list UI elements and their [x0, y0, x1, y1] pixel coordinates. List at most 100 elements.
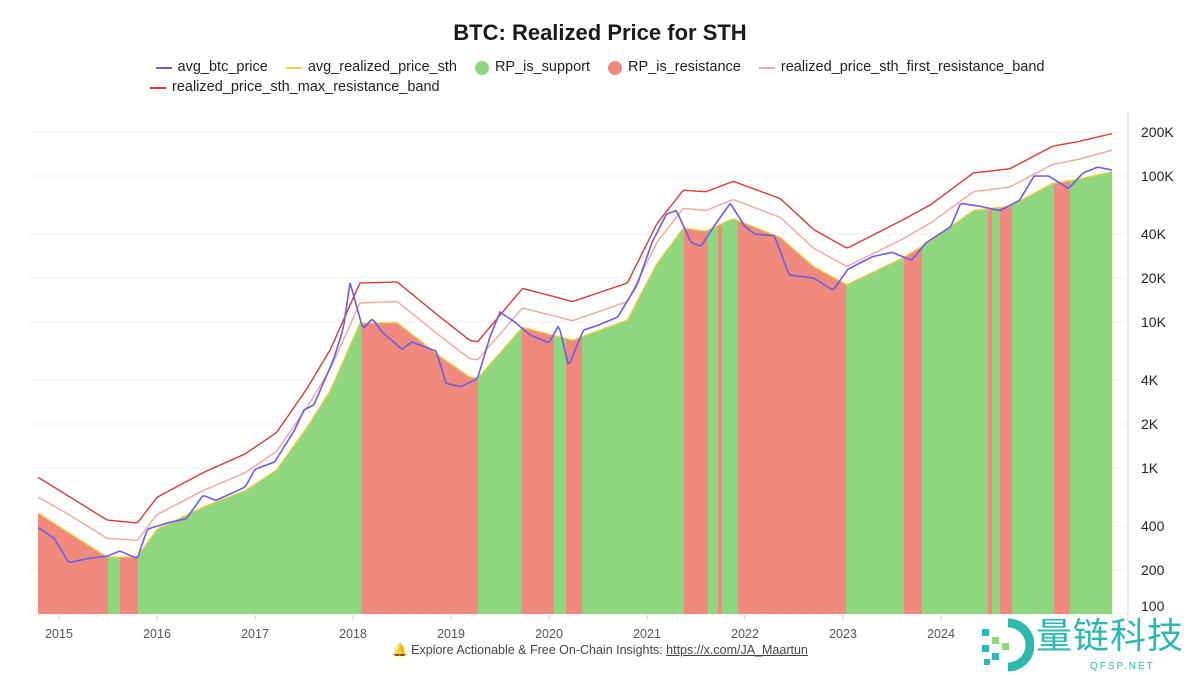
support-bar	[594, 332, 597, 614]
resistance-bar	[822, 271, 825, 614]
support-bar	[1090, 176, 1093, 614]
support-bar	[708, 229, 711, 614]
resistance-bar	[768, 232, 771, 615]
resistance-bar	[392, 322, 395, 614]
support-bar	[176, 519, 179, 614]
legend-line-icon	[150, 86, 166, 89]
support-bar	[1096, 174, 1099, 614]
resistance-bar	[54, 523, 57, 614]
support-bar	[324, 398, 327, 614]
support-bar	[860, 277, 863, 614]
support-bar	[508, 342, 511, 614]
resistance-bar	[790, 246, 793, 614]
resistance-bar	[378, 322, 381, 614]
resistance-bar	[544, 333, 547, 614]
resistance-bar	[570, 339, 573, 614]
support-bar	[286, 455, 289, 614]
y-tick-label: 2K	[1141, 416, 1159, 432]
resistance-bar	[988, 208, 991, 615]
resistance-bar	[424, 344, 427, 614]
resistance-bar	[86, 544, 89, 614]
support-bar	[260, 480, 263, 614]
resistance-bar	[574, 339, 577, 614]
resistance-bar	[386, 322, 389, 614]
support-bar	[970, 212, 973, 614]
legend-item-avg-btc-price[interactable]: avg_btc_price	[155, 59, 268, 76]
resistance-bar	[414, 336, 417, 614]
resistance-bar	[788, 244, 791, 614]
y-tick-label: 4K	[1141, 372, 1159, 388]
support-bar	[1084, 177, 1087, 615]
resistance-bar	[760, 229, 763, 614]
support-bar	[582, 336, 585, 614]
support-bar	[500, 351, 503, 614]
resistance-bar	[704, 230, 707, 614]
support-bar	[318, 408, 321, 614]
resistance-bar	[990, 208, 993, 614]
series-line-avg-btc-price	[37, 166, 1113, 564]
resistance-bar	[364, 323, 367, 614]
support-bar	[668, 247, 671, 614]
resistance-bar	[366, 323, 369, 614]
watermark-logo: 量链科技 QFSP.NET	[978, 617, 1200, 675]
support-bar	[992, 208, 995, 614]
support-bar	[682, 228, 685, 614]
resistance-bar	[56, 525, 59, 614]
resistance-bar	[62, 529, 65, 614]
resistance-bar	[396, 322, 399, 614]
resistance-bar	[1060, 182, 1063, 614]
resistance-bar	[838, 280, 841, 614]
support-bar	[506, 344, 509, 614]
support-bar	[270, 473, 273, 614]
support-bar	[360, 323, 363, 614]
legend-item-avg-realized-price-sth[interactable]: avg_realized_price_sth	[285, 59, 457, 76]
resistance-bar	[580, 337, 583, 614]
support-bar	[178, 518, 181, 614]
resistance-bar	[904, 256, 907, 614]
support-bar	[222, 499, 225, 614]
support-bar	[728, 220, 731, 614]
resistance-bar	[844, 283, 847, 614]
resistance-bar	[910, 252, 913, 614]
support-bar	[1042, 188, 1045, 614]
support-bar	[662, 255, 665, 614]
support-bar	[936, 236, 939, 614]
resistance-bar	[94, 549, 97, 614]
support-bar	[268, 474, 271, 614]
support-bar	[306, 427, 309, 614]
support-bar	[172, 521, 175, 614]
support-bar	[252, 485, 255, 614]
resistance-bar	[542, 332, 545, 614]
resistance-bar	[408, 331, 411, 614]
resistance-bar	[826, 273, 829, 614]
legend-item-rp-is-support[interactable]: RP_is_support	[474, 59, 590, 76]
resistance-bar	[696, 229, 699, 614]
support-bar	[1100, 174, 1103, 614]
resistance-bar	[70, 534, 73, 614]
support-bar	[224, 498, 227, 614]
support-bar	[1046, 186, 1049, 615]
support-bar	[648, 278, 651, 614]
support-bar	[902, 257, 905, 614]
legend-item-first-resistance-band[interactable]: realized_price_sth_first_resistance_band	[758, 59, 1044, 76]
resistance-bar	[742, 222, 745, 614]
support-bar	[864, 276, 867, 614]
support-bar	[280, 463, 283, 614]
support-bar	[1014, 203, 1017, 614]
y-tick-label: 200	[1141, 562, 1165, 578]
support-bar	[942, 232, 945, 615]
support-bar	[650, 274, 653, 614]
support-bar	[858, 278, 861, 614]
legend-item-max-resistance-band[interactable]: realized_price_sth_max_resistance_band	[150, 79, 440, 96]
resistance-bar	[576, 338, 579, 614]
resistance-bar	[698, 230, 701, 614]
resistance-bar	[370, 323, 373, 614]
resistance-bar	[468, 376, 471, 614]
support-bar	[496, 356, 499, 614]
support-bar	[984, 209, 987, 615]
support-bar	[250, 486, 253, 614]
legend-item-rp-is-resistance[interactable]: RP_is_resistance	[608, 59, 741, 76]
resistance-bar	[794, 250, 797, 615]
support-bar	[974, 210, 977, 614]
footer-link[interactable]: https://x.com/JA_Maartun	[666, 643, 808, 657]
